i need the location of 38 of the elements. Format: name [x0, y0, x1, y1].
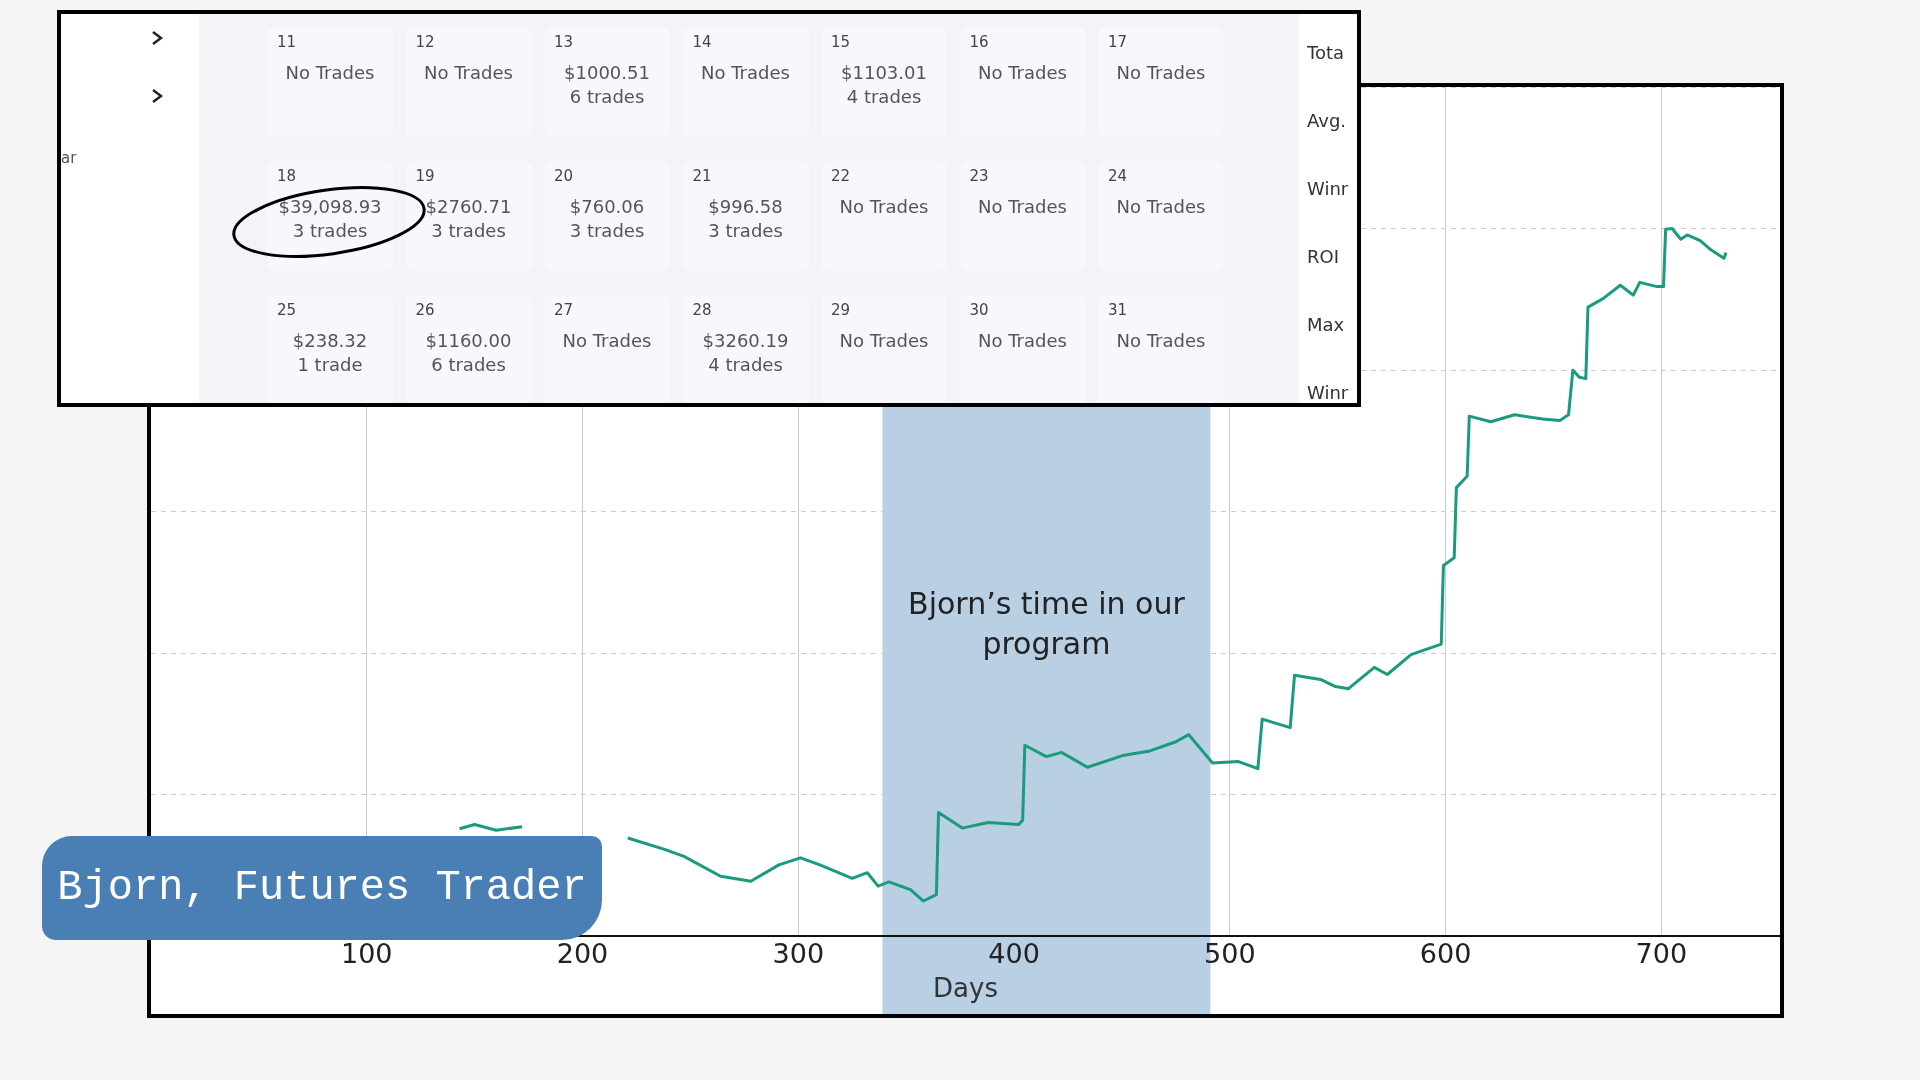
annotation: 30 No Trades	[968, 301, 1068, 353]
text: 24 No Trades	[1108, 167, 1206, 217]
text: 16 No Trades	[969, 33, 1067, 83]
x-tick-label: 400	[988, 937, 1040, 969]
annotation: 28 $3260.19 4 trades	[691, 301, 790, 377]
text: 23 No Trades	[969, 167, 1067, 217]
x-tick-label: 500	[1204, 937, 1256, 969]
text: 22 No Trades	[831, 167, 929, 217]
text: Avg.	[1307, 110, 1347, 131]
text: 17 No Trades	[1108, 33, 1206, 83]
annotation: 26 $1160.00 6 trades	[414, 301, 513, 377]
text: 12 No Trades	[415, 33, 513, 83]
text: ar	[61, 149, 77, 167]
x-tick-label: 200	[556, 937, 609, 969]
annotation: 27 No Trades	[553, 301, 653, 353]
annotation: Max	[1307, 314, 1345, 335]
text: 11 No Trades	[277, 33, 375, 83]
annotation: 20 $760.06 3 trades	[553, 167, 646, 243]
x-tick-label: 300	[772, 937, 825, 969]
text: 13 $1000.51 6 trades	[554, 33, 650, 107]
text: Tota	[1307, 42, 1345, 63]
text: Winr	[1307, 178, 1349, 199]
annotation: 21 $996.58 3 trades	[691, 167, 784, 243]
annotation: 18 $39,098.93 3 trades	[276, 167, 383, 243]
annotation: 25 $238.32 1 trade	[276, 301, 369, 377]
x-tick-label: 700	[1635, 937, 1688, 969]
x-tick-label: 100	[340, 937, 393, 969]
annotation: ROI	[1307, 246, 1339, 267]
annotation: 19 $2760.71 3 trades	[414, 167, 513, 243]
annotation: Winr	[1307, 382, 1349, 403]
text: 14 No Trades	[692, 33, 790, 83]
annotation: 29 No Trades	[830, 301, 930, 353]
text: 15 $1103.01 4 trades	[831, 33, 927, 107]
x-tick-label: 600	[1419, 937, 1472, 969]
x-axis-title: Days	[933, 973, 998, 1004]
annotation: 31 No Trades	[1107, 301, 1207, 353]
band-label: Bjorn’s time in our program	[908, 585, 1186, 661]
text: Bjorn, Futures Trader	[57, 864, 587, 912]
